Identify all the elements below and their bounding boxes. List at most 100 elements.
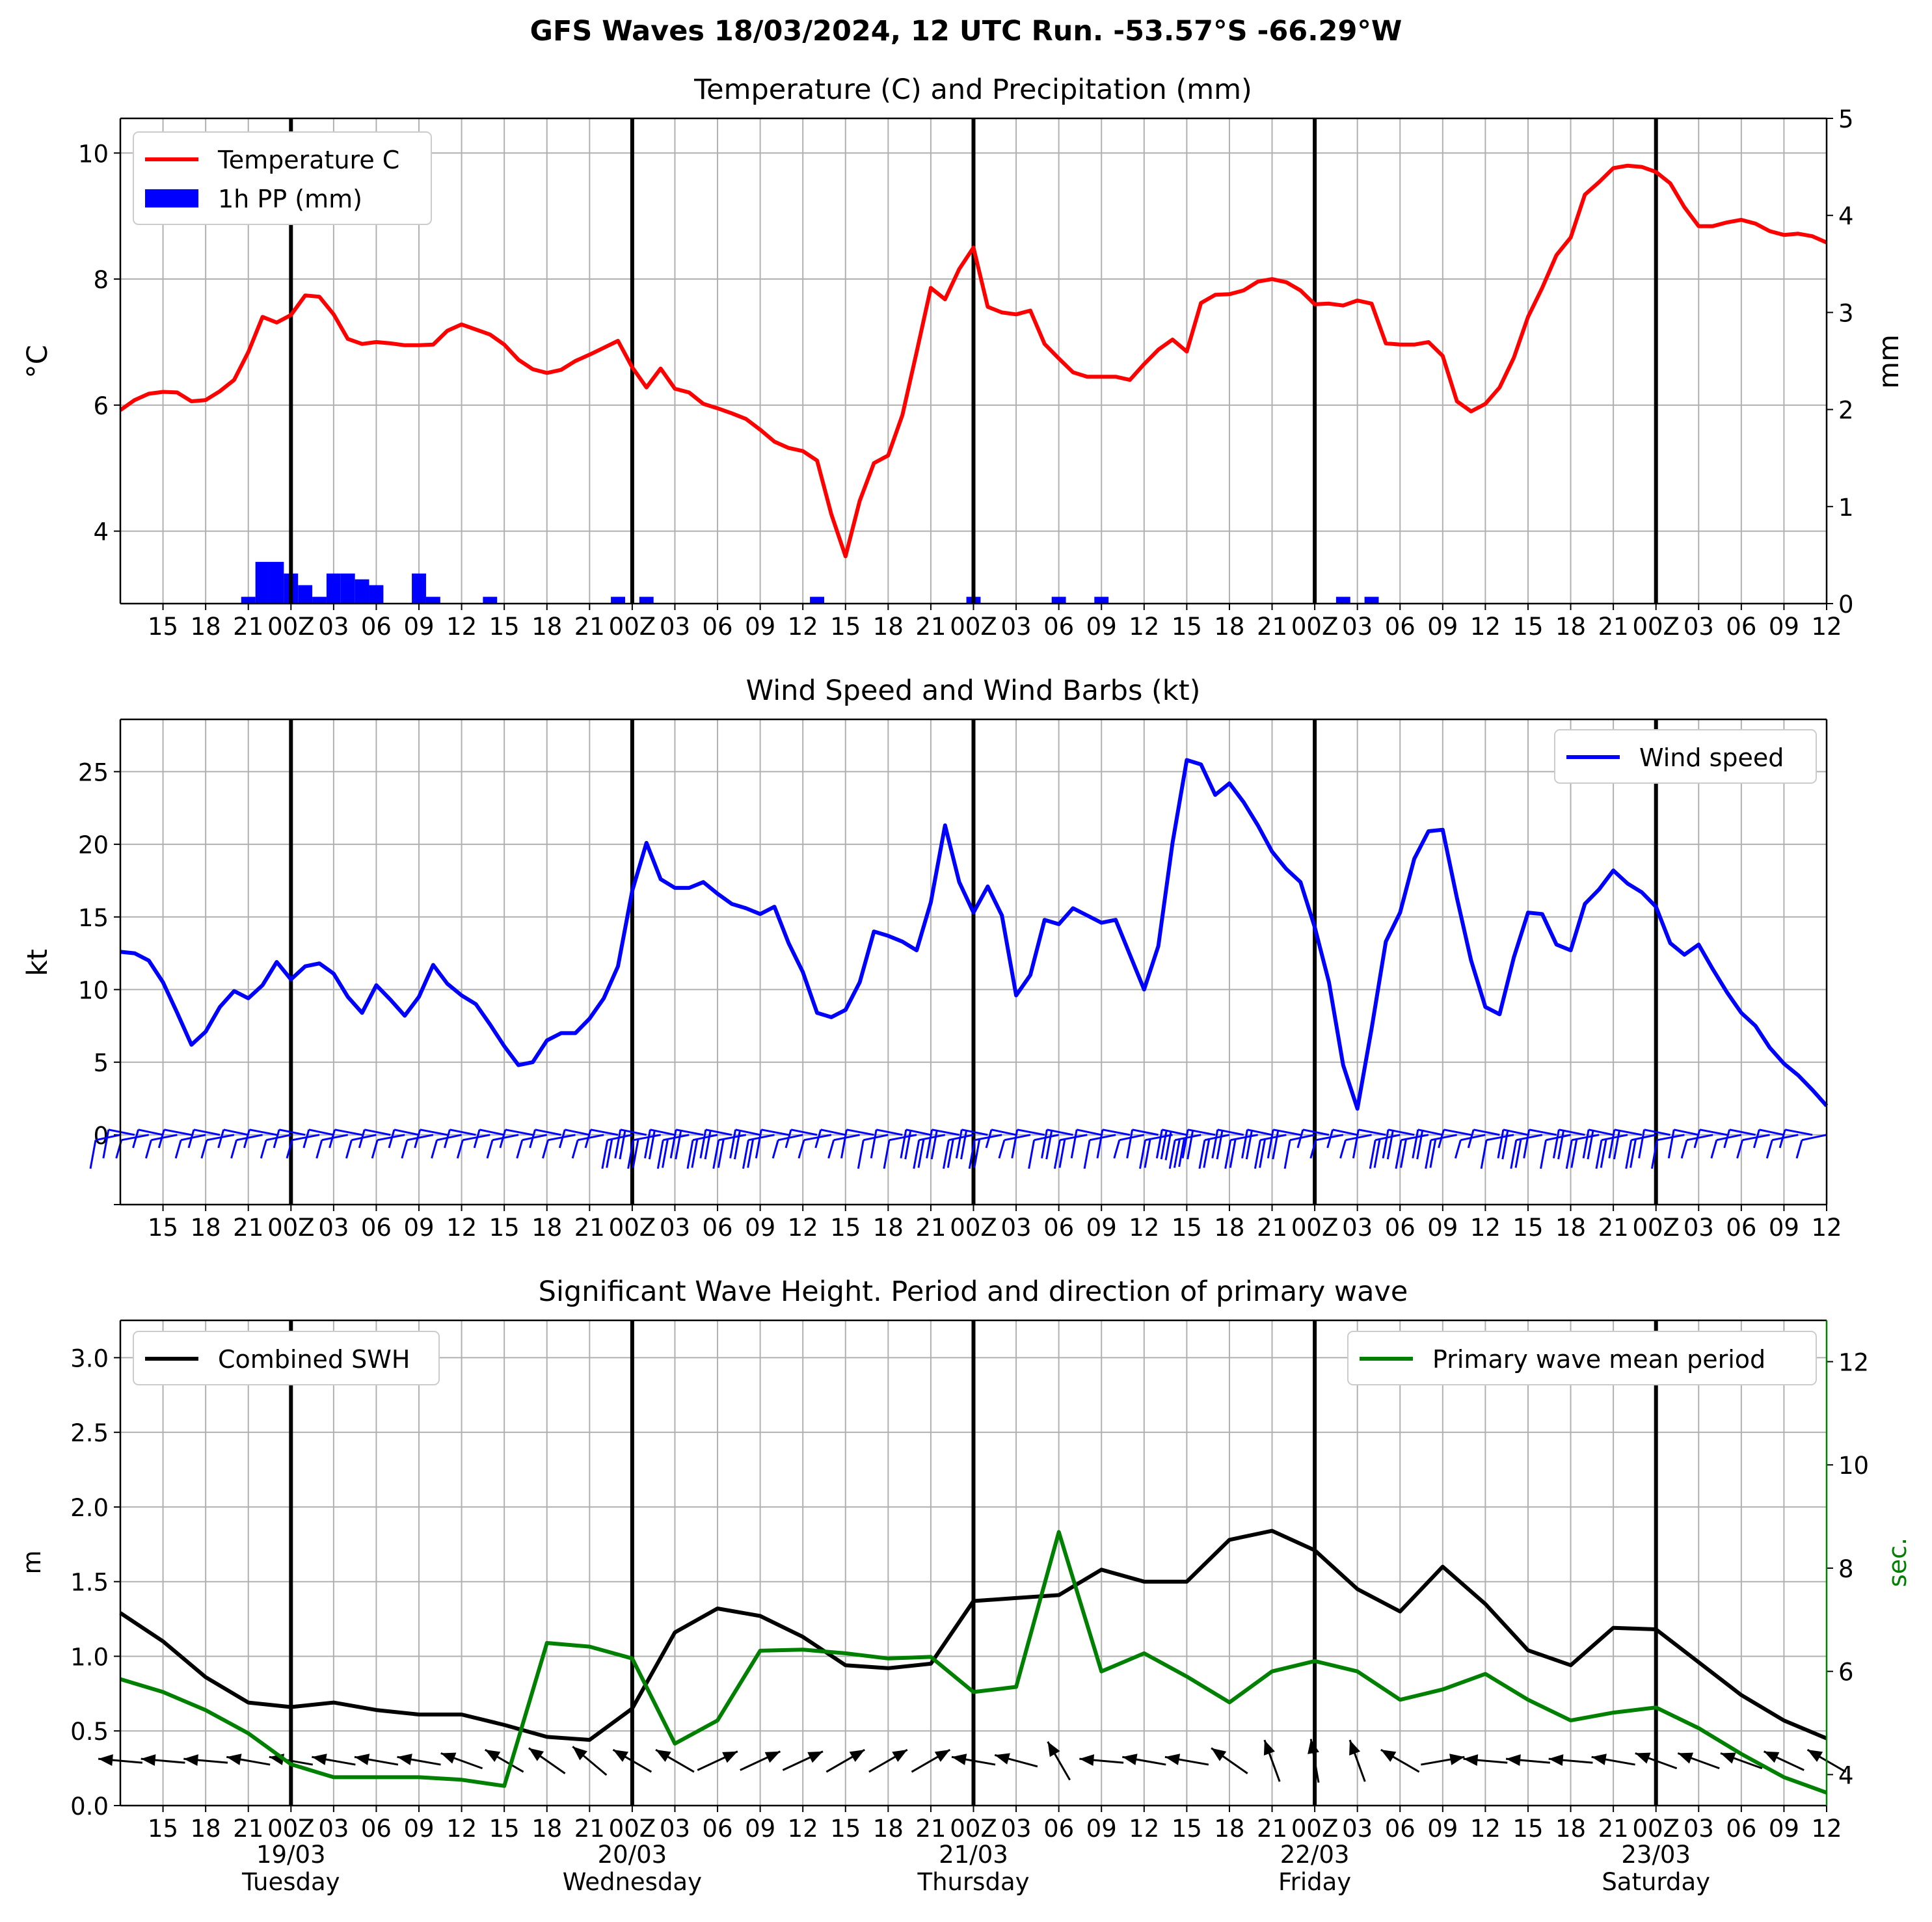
wave-direction-arrowhead <box>1635 1752 1651 1764</box>
temp-x-tick-label: 09 <box>1769 613 1799 641</box>
precip-y-axis-label: mm <box>1873 334 1905 389</box>
wind-barb-flag <box>174 1140 182 1159</box>
wave-legend <box>133 1331 440 1385</box>
wind-x-tick-label: 21 <box>233 1214 263 1242</box>
wind-barb-flag <box>1630 1139 1637 1168</box>
wind-barb-flag <box>1693 1129 1701 1149</box>
wind-barb-flag <box>1144 1139 1151 1168</box>
wind-barb <box>436 1134 462 1141</box>
wind-barb-flag <box>1187 1130 1194 1160</box>
temperature-panel-title: Temperature (C) and Precipitation (mm) <box>693 73 1252 106</box>
wind-barb-flag <box>771 1140 779 1159</box>
swh-line <box>119 1528 1828 1742</box>
wind-barb-flag <box>456 1140 464 1159</box>
wind-legend <box>1554 729 1817 784</box>
wind-barb-flag <box>414 1129 422 1149</box>
wind-barb-flag <box>329 1129 336 1149</box>
wave-x-tick-label: 18 <box>191 1815 221 1843</box>
wind-barb-flag <box>1736 1140 1744 1159</box>
wind-barb-flag <box>157 1129 165 1149</box>
temperature-y-axis-label: °C <box>21 345 54 379</box>
period-legend <box>1347 1331 1817 1385</box>
wave-x-tick-label: 18 <box>531 1815 562 1843</box>
wave-direction-arrowhead <box>1764 1751 1780 1763</box>
wind-barb <box>675 1128 704 1136</box>
wind-x-tick-label: 18 <box>1214 1214 1244 1242</box>
wave-x-tick-label: 18 <box>1555 1815 1586 1843</box>
wind-x-tick-label: 09 <box>1086 1214 1117 1242</box>
wind-barb-flag <box>473 1129 481 1149</box>
wave-x-tick-label: 15 <box>830 1815 861 1843</box>
day-date-label: 22/03 <box>1280 1841 1350 1869</box>
temp-x-tick-label: 15 <box>148 613 178 641</box>
wind-barb-flag <box>1211 1129 1219 1159</box>
wind-barb-flag <box>1203 1139 1211 1168</box>
wave-direction-arrowhead <box>1079 1754 1095 1767</box>
wave-x-tick-label: 15 <box>148 1815 178 1843</box>
wind-barb <box>906 1128 932 1136</box>
wind-barb <box>1132 1128 1159 1136</box>
wind-x-tick-label: 21 <box>1257 1214 1287 1242</box>
wind-barb-flag <box>1164 1131 1172 1160</box>
wind-barb-flag <box>1083 1140 1091 1169</box>
temp-legend <box>133 131 432 225</box>
wind-barb-flag <box>1045 1130 1053 1160</box>
wave-direction-arrowhead <box>98 1754 113 1767</box>
wind-x-tick-label: 12 <box>1811 1214 1842 1242</box>
wind-barb-flag <box>1650 1140 1658 1169</box>
wind-barb <box>932 1128 959 1136</box>
wind-barb-flag <box>619 1130 626 1160</box>
wind-barb-flag <box>1480 1140 1488 1169</box>
wind-barb <box>790 1128 818 1136</box>
wind-barb <box>833 1134 860 1141</box>
wind-barb <box>1686 1134 1713 1141</box>
temp-x-tick-label: 21 <box>1598 613 1629 641</box>
wind-barb <box>1529 1128 1557 1136</box>
wave-direction-arrowhead <box>1308 1739 1319 1754</box>
wave-x-tick-label: 15 <box>489 1815 520 1843</box>
wind-barb-flag <box>1373 1139 1381 1168</box>
wind-barb-flag <box>187 1129 195 1149</box>
wind-barb-flag <box>691 1139 699 1168</box>
wave-x-tick-label: 06 <box>703 1815 733 1843</box>
wind-x-tick-label: 00Z <box>950 1214 997 1242</box>
wind-barb <box>351 1134 377 1141</box>
wind-barb <box>193 1128 221 1136</box>
wind-x-tick-label: 18 <box>191 1214 221 1242</box>
wind-barb-flag <box>1198 1140 1206 1169</box>
wind-legend-label: Wind speed <box>1639 743 1784 772</box>
temp-x-tick-label: 03 <box>1684 613 1714 641</box>
wind-x-tick-label: 03 <box>1001 1214 1032 1242</box>
wind-barb-flag <box>89 1140 97 1169</box>
wind-barb-flag <box>1523 1129 1531 1159</box>
wave-x-tick-label: 21 <box>1257 1815 1287 1843</box>
wind-barb-flag <box>1412 1129 1419 1159</box>
wave-x-tick-label: 06 <box>361 1815 392 1843</box>
wind-barb <box>565 1128 590 1136</box>
temp-x-tick-label: 00Z <box>950 613 997 641</box>
wind-barb-flag <box>1339 1140 1347 1159</box>
wave-legend-label: Combined SWH <box>218 1345 410 1374</box>
wave-direction-arrowhead <box>1807 1750 1823 1762</box>
temp-legend-swatch <box>145 189 198 207</box>
wind-x-tick-label: 09 <box>1769 1214 1799 1242</box>
wind-barb-flag <box>217 1129 225 1149</box>
wind-barb <box>1247 1128 1272 1136</box>
wind-barb-flag <box>1552 1129 1560 1159</box>
wind-barb-flag <box>1680 1140 1688 1159</box>
wind-barb <box>492 1134 519 1141</box>
wave-direction-arrowhead <box>656 1750 671 1762</box>
wave-panel: Significant Wave Height. Period and dire… <box>18 1275 1912 1896</box>
wind-barb-flag <box>926 1129 933 1159</box>
wind-x-tick-label: 06 <box>1043 1214 1074 1242</box>
temp-legend-label: Temperature C <box>217 146 399 174</box>
wind-barb-flag <box>1070 1129 1078 1159</box>
wind-barb <box>308 1128 334 1136</box>
wave-x-tick-label: 15 <box>1512 1815 1543 1843</box>
wind-barb-flag <box>1160 1130 1168 1160</box>
wave-direction-arrowhead <box>892 1750 907 1762</box>
wave-x-tick-label: 00Z <box>950 1815 997 1843</box>
temp-y-tick-label: 8 <box>93 266 109 294</box>
wind-barb <box>236 1134 263 1141</box>
